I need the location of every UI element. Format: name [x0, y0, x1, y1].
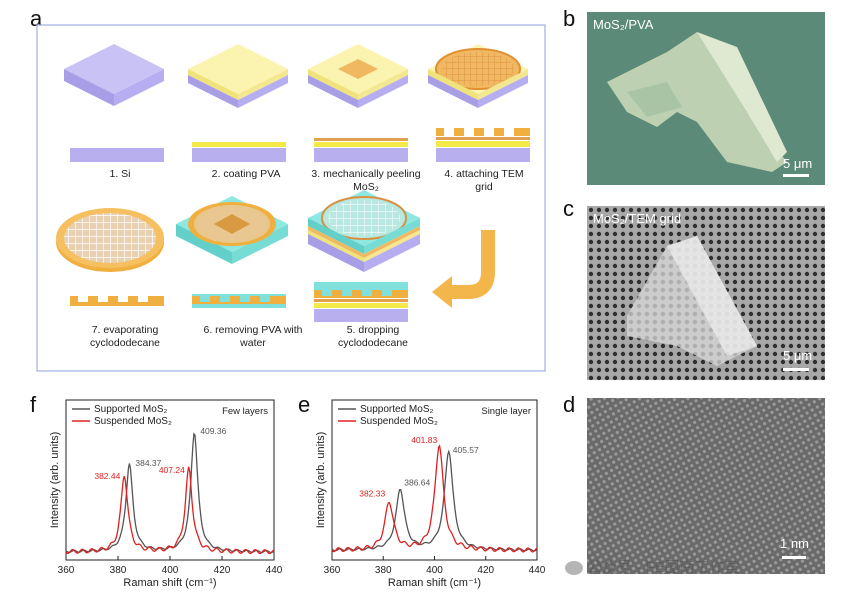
- x-tick-label: 400: [162, 565, 179, 576]
- y-axis-label: Intensity (arb. units): [315, 432, 327, 529]
- scale-label-b: 5 μm: [783, 156, 813, 171]
- process-arrow-icon: [432, 230, 495, 308]
- chart-title: Few layers: [222, 406, 268, 417]
- legend-label: Suspended MoS₂: [94, 416, 172, 427]
- image-label-b: MoS₂/PVA: [593, 17, 654, 32]
- sem-image-c: [587, 206, 825, 380]
- wechat-icon: [565, 561, 583, 576]
- legend-label: Supported MoS₂: [360, 404, 433, 415]
- cross-section-5: [314, 282, 408, 322]
- panel-label-d: d: [563, 392, 576, 417]
- panel-label-c: c: [563, 196, 574, 221]
- x-tick-label: 380: [375, 565, 392, 576]
- raman-chart-single-layer: 360 380 400 420 440 Raman shift (cm⁻¹) Intensi…: [315, 399, 546, 589]
- watermark: 公众号 · FE图南工作室: [565, 556, 740, 577]
- peak-label: 409.36: [200, 426, 226, 436]
- x-tick-label: 440: [266, 565, 283, 576]
- step-label-2: 2. coating PVA: [211, 168, 281, 180]
- x-axis-label: Raman shift (cm⁻¹): [123, 577, 216, 589]
- cross-section-4: [436, 128, 530, 162]
- block-tem-grid: [428, 44, 528, 108]
- y-axis-label: Intensity (arb. units): [49, 432, 61, 529]
- step-label-4: 4. attaching TEM grid: [444, 168, 524, 193]
- legend-label: Supported MoS₂: [94, 404, 167, 415]
- scale-label-d: 1 nm: [780, 536, 809, 551]
- block-si: [64, 44, 164, 106]
- step-label-5: 5. dropping cyclododecane: [337, 324, 409, 349]
- block-mos2: [308, 44, 408, 108]
- step-label-7: 7. evaporating cyclododecane: [89, 324, 161, 349]
- series-line: [331, 449, 538, 552]
- series-line: [331, 444, 538, 553]
- x-axis-label: Raman shift (cm⁻¹): [388, 577, 481, 589]
- x-tick-label: 360: [58, 565, 75, 576]
- x-tick-label: 440: [529, 565, 546, 576]
- chart-title: Single layer: [481, 406, 531, 417]
- x-tick-label: 420: [477, 565, 494, 576]
- step-label-3: 3. mechanically peeling MoS₂: [311, 168, 421, 193]
- peak-label: 382.44: [94, 471, 120, 481]
- series-line: [65, 432, 275, 554]
- series-line: [65, 466, 275, 555]
- fabrication-schematic: [36, 24, 546, 372]
- optical-image-b: [587, 12, 825, 185]
- cross-section-6: [192, 294, 286, 308]
- legend-label: Suspended MoS₂: [360, 416, 438, 427]
- step-label-6: 6. removing PVA with water: [203, 324, 303, 349]
- cross-section-1: [70, 148, 164, 162]
- raman-chart-few-layers: 360 380 400 420 440 Raman shift (cm⁻¹) Intensi…: [49, 399, 283, 589]
- block-free-grid: [56, 208, 164, 272]
- peak-label: 407.24: [159, 465, 185, 475]
- x-tick-label: 420: [214, 565, 231, 576]
- x-tick-label: 380: [110, 565, 127, 576]
- peak-label: 405.57: [453, 445, 479, 455]
- panel-label-f: f: [30, 392, 37, 417]
- scale-bar-c: [783, 368, 809, 371]
- cross-section-7: [70, 296, 164, 306]
- block-pva: [188, 44, 288, 108]
- peak-label: 386.64: [404, 478, 430, 488]
- peak-label: 382.33: [359, 488, 385, 498]
- panel-label-e: e: [298, 392, 311, 417]
- block-cyclododecane: [308, 190, 420, 272]
- panel-label-b: b: [563, 6, 576, 31]
- peak-label: 401.83: [411, 435, 437, 445]
- peak-label: 384.37: [135, 458, 161, 468]
- block-removed-pva: [176, 196, 288, 264]
- image-label-c: MoS₂/TEM grid: [593, 211, 682, 226]
- scale-bar-d: [782, 556, 806, 559]
- scale-bar-b: [783, 174, 809, 177]
- step-label-1: 1. Si: [109, 168, 131, 180]
- cross-section-3: [314, 138, 408, 162]
- tem-image-d: [587, 398, 825, 574]
- cross-section-2: [192, 142, 286, 162]
- x-tick-label: 360: [324, 565, 341, 576]
- scale-label-c: 5 μm: [783, 348, 813, 363]
- x-tick-label: 400: [426, 565, 443, 576]
